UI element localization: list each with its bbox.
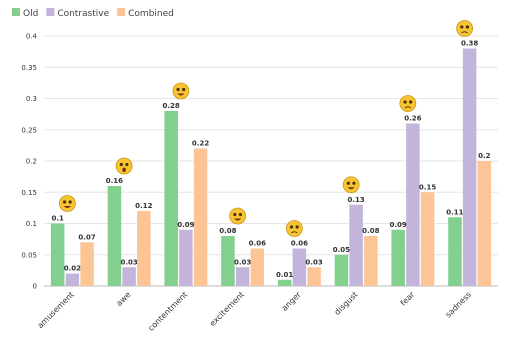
value-label: 0.28 [163,102,180,110]
bar-combined-anger [307,267,321,286]
value-label: 0.12 [135,202,152,210]
angry-face-icon [285,220,303,237]
sad-face-icon [456,20,474,37]
value-label: 0.05 [333,246,350,254]
value-label: 0.15 [419,183,436,191]
bar-combined-fear [420,192,435,286]
value-label: 0.06 [291,240,308,248]
bar-old-awe [107,186,122,286]
y-tick-label: 0.15 [21,189,37,197]
bar-old-amusement [50,223,65,286]
bar-contrastive-contentment [179,229,193,286]
bar-old-anger [277,279,292,286]
bar-combined-contentment [193,148,208,286]
value-label: 0.1 [51,215,64,223]
value-label: 0.26 [404,115,421,123]
value-label: 0.16 [106,177,123,185]
y-tick-label: 0.25 [21,126,37,134]
legend-swatch-old [12,8,20,16]
value-label: 0.06 [249,240,266,248]
bar-old-contentment [164,111,178,286]
laughing-face-icon [58,195,76,212]
grinning-face-icon [229,207,247,225]
bar-contrastive-anger [292,248,307,286]
bar-contrastive-fear [406,123,420,286]
value-label: 0.22 [192,140,209,148]
value-label: 0.03 [305,258,322,266]
value-label: 0.13 [347,196,364,204]
value-label: 0.38 [461,40,478,48]
bars [50,48,492,286]
bar-contrastive-awe [122,267,136,286]
y-axis-ticks: 0 0.05 0.1 0.15 0.2 0.25 0.3 0.35 0.4 [21,33,37,291]
bar-old-excitement [221,236,235,286]
y-tick-label: 0.1 [26,220,37,228]
value-label: 0.02 [64,265,81,273]
smiling-face-icon [172,82,190,100]
legend-label: Old [23,9,38,19]
value-label: 0.09 [390,221,407,229]
bar-combined-amusement [80,242,94,286]
legend-label: Contrastive [57,9,109,19]
bar-combined-awe [137,211,151,286]
legend-swatch-contrastive [46,8,55,16]
bar-old-disgust [334,254,349,286]
bar-contrastive-disgust [349,204,363,286]
bar-old-fear [391,229,405,286]
value-label: 0.11 [446,208,463,216]
legend: Old Contrastive Combined [12,8,174,19]
y-tick-label: 0.3 [26,95,37,103]
value-label: 0.08 [362,227,379,235]
y-tick-label: 0.05 [21,251,37,259]
legend-swatch-combined [117,8,126,16]
emoji-icons [58,20,474,237]
y-tick-label: 0.2 [26,158,37,166]
bar-combined-sadness [477,161,492,286]
value-labels: 0.1 0.02 0.07 0.16 0.03 0.12 0.28 0.09 0.22 0.08 0… [51,40,490,279]
bar-combined-disgust [364,236,378,286]
bar-contrastive-sadness [462,48,477,286]
value-label: 0.07 [78,233,95,241]
bar-combined-excitement [250,248,265,286]
bar-contrastive-amusement [65,273,80,286]
astonished-face-icon [115,157,133,175]
value-label: 0.03 [234,258,251,266]
value-label: 0.08 [219,227,236,235]
legend-label: Combined [128,9,174,19]
fearful-face-icon [399,95,417,112]
bar-old-sadness [448,217,462,286]
y-tick-label: 0 [33,283,37,291]
value-label: 0.09 [177,221,194,229]
value-label: 0.01 [276,271,293,279]
bar-contrastive-excitement [235,267,250,286]
y-tick-label: 0.4 [26,33,38,41]
y-tick-label: 0.35 [21,64,37,72]
nauseated-face-icon [342,176,360,194]
value-label: 0.03 [120,258,137,266]
value-label: 0.2 [478,152,491,160]
